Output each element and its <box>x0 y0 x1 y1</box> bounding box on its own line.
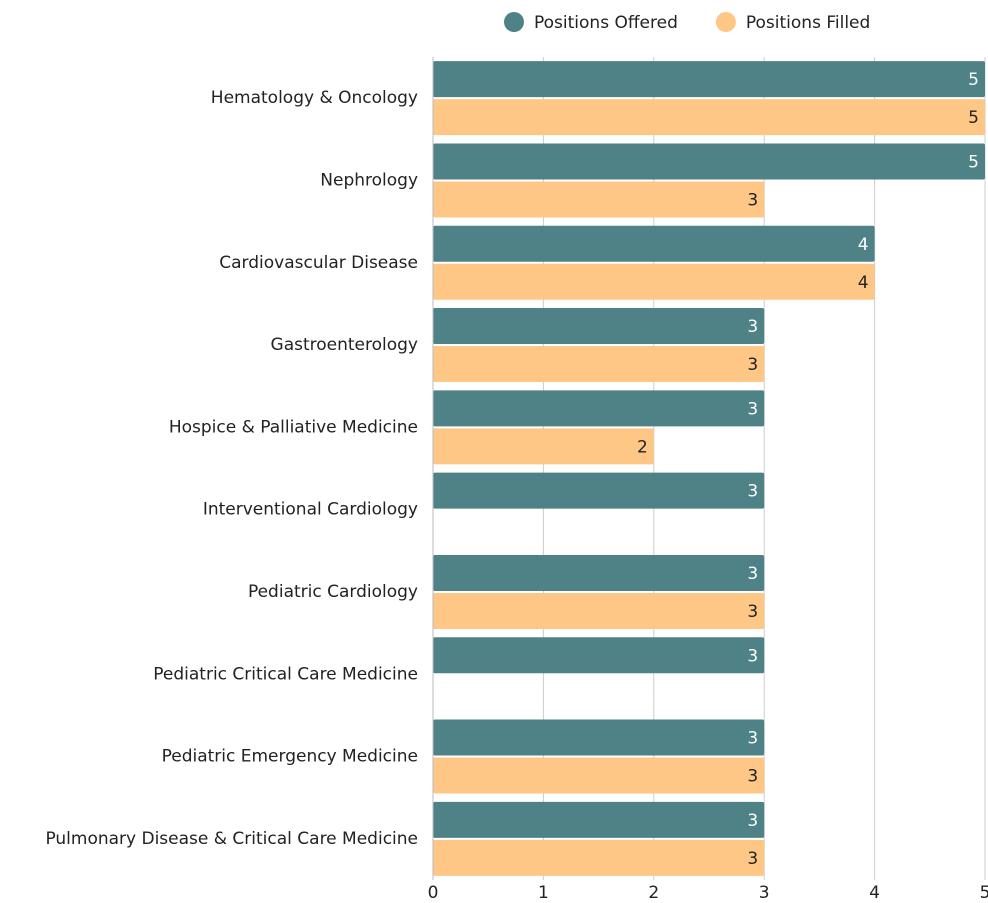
legend-label: Positions Offered <box>534 13 678 33</box>
value-label: 3 <box>747 399 758 419</box>
legend-swatch <box>504 12 524 32</box>
bar <box>433 592 765 629</box>
bar <box>433 801 765 838</box>
y-tick-label: Interventional Cardiology <box>203 500 418 520</box>
x-tick-label: 2 <box>648 883 659 903</box>
x-tick-label: 4 <box>869 883 880 903</box>
x-tick-label: 5 <box>980 883 988 903</box>
y-tick-label: Pediatric Critical Care Medicine <box>153 664 418 684</box>
value-label: 3 <box>747 811 758 831</box>
legend-label: Positions Filled <box>746 13 870 33</box>
value-label: 3 <box>747 355 758 375</box>
y-tick-label: Pediatric Emergency Medicine <box>162 747 418 767</box>
bar <box>433 637 765 674</box>
bar <box>433 61 985 98</box>
value-label: 2 <box>637 437 648 457</box>
bar <box>433 225 875 262</box>
bar <box>433 390 765 427</box>
bar <box>433 308 765 345</box>
x-tick-label: 0 <box>428 883 439 903</box>
y-tick-label: Hospice & Palliative Medicine <box>169 417 418 437</box>
bar <box>433 757 765 794</box>
bar <box>433 143 985 180</box>
value-label: 3 <box>747 190 758 210</box>
value-label: 5 <box>968 108 979 128</box>
bar <box>433 472 765 509</box>
value-label: 3 <box>747 849 758 869</box>
bar <box>433 346 765 383</box>
bar <box>433 719 765 756</box>
y-tick-label: Pediatric Cardiology <box>248 582 418 602</box>
x-tick-label: 3 <box>759 883 770 903</box>
value-label: 5 <box>968 152 979 172</box>
y-tick-label: Pulmonary Disease & Critical Care Medici… <box>45 829 418 849</box>
value-label: 3 <box>747 564 758 584</box>
value-label: 3 <box>747 482 758 502</box>
x-tick-label: 1 <box>538 883 549 903</box>
y-tick-label: Nephrology <box>320 170 418 190</box>
bar <box>433 99 985 136</box>
y-tick-label: Cardiovascular Disease <box>219 253 418 273</box>
value-label: 5 <box>968 70 979 90</box>
bar <box>433 428 654 465</box>
value-label: 3 <box>747 646 758 666</box>
bar <box>433 263 875 300</box>
y-tick-label: Gastroenterology <box>271 335 418 355</box>
bar <box>433 554 765 591</box>
value-label: 3 <box>747 317 758 337</box>
value-label: 3 <box>747 602 758 622</box>
value-label: 4 <box>858 235 869 255</box>
legend-swatch <box>715 12 736 32</box>
y-tick-label: Hematology & Oncology <box>211 88 418 108</box>
value-label: 4 <box>858 273 869 293</box>
bar <box>433 181 765 218</box>
value-label: 3 <box>747 729 758 749</box>
value-label: 3 <box>747 767 758 787</box>
bar <box>433 839 765 876</box>
